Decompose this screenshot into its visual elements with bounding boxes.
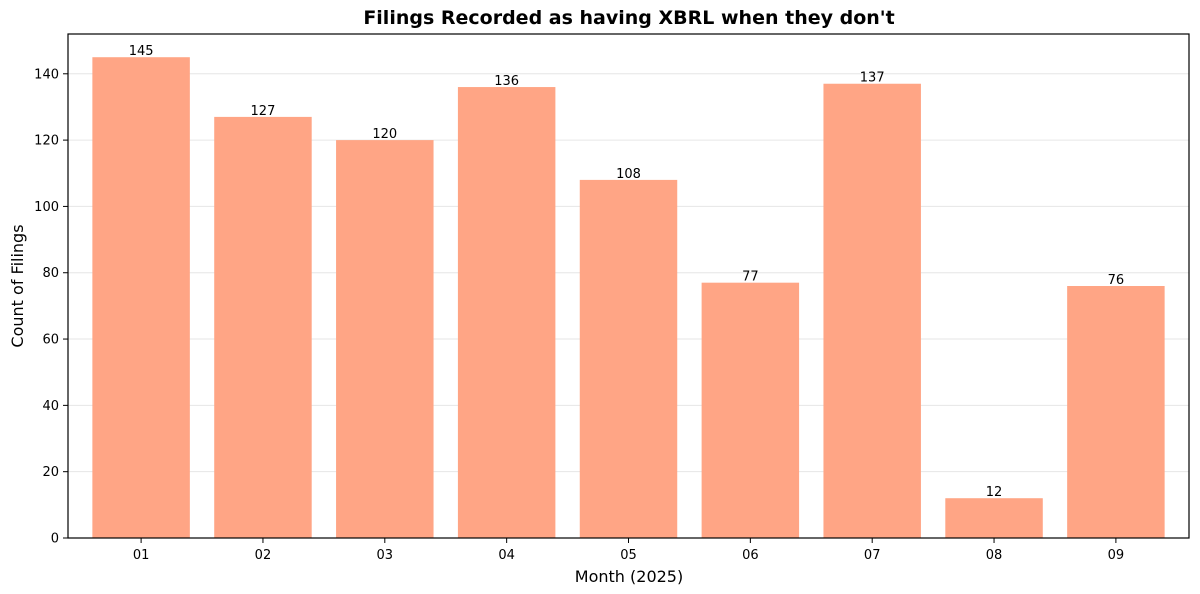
bar-02 [214, 116, 312, 538]
y-tick-label: 120 [34, 134, 59, 149]
bar-01 [92, 57, 190, 539]
x-tick-label: 06 [742, 548, 759, 563]
y-tick-label: 40 [42, 399, 59, 414]
bar-03 [336, 140, 434, 538]
data-label-05: 108 [616, 167, 641, 182]
y-tick-label: 80 [42, 266, 59, 281]
y-tick-label: 140 [34, 67, 59, 82]
data-label-02: 127 [251, 104, 276, 119]
y-tick-label: 60 [42, 333, 59, 348]
chart-title: Filings Recorded as having XBRL when the… [363, 7, 894, 29]
x-tick-label: 09 [1108, 548, 1125, 563]
x-axis-label: Month (2025) [575, 567, 683, 586]
bar-08 [945, 498, 1043, 538]
x-tick-label: 04 [498, 548, 515, 563]
bar-09 [1067, 286, 1165, 538]
x-tick-label: 02 [255, 548, 272, 563]
data-labels: 145 127 120 136 108 77 137 12 76 [129, 44, 1124, 500]
y-tick-label: 100 [34, 200, 59, 215]
y-axis: 0 20 40 60 80 100 120 140 [34, 67, 68, 547]
x-tick-label: 05 [620, 548, 637, 563]
data-label-07: 137 [860, 71, 885, 86]
bar-06 [701, 282, 800, 538]
bar-07 [823, 83, 921, 538]
data-label-06: 77 [742, 270, 759, 285]
data-label-01: 145 [129, 44, 154, 59]
y-tick-label: 20 [42, 465, 59, 480]
data-label-09: 76 [1108, 273, 1125, 288]
bars [92, 57, 1165, 539]
y-axis-label: Count of Filings [8, 224, 27, 347]
bar-04 [457, 87, 556, 538]
x-tick-label: 01 [133, 548, 150, 563]
x-axis: 01 02 03 04 05 06 07 08 09 [133, 538, 1124, 563]
x-tick-label: 07 [864, 548, 881, 563]
data-label-04: 136 [494, 74, 519, 89]
data-label-08: 12 [986, 485, 1003, 500]
x-tick-label: 03 [377, 548, 394, 563]
y-tick-label: 0 [51, 532, 59, 547]
bar-05 [579, 179, 678, 539]
data-label-03: 120 [372, 127, 397, 142]
x-tick-label: 08 [986, 548, 1003, 563]
